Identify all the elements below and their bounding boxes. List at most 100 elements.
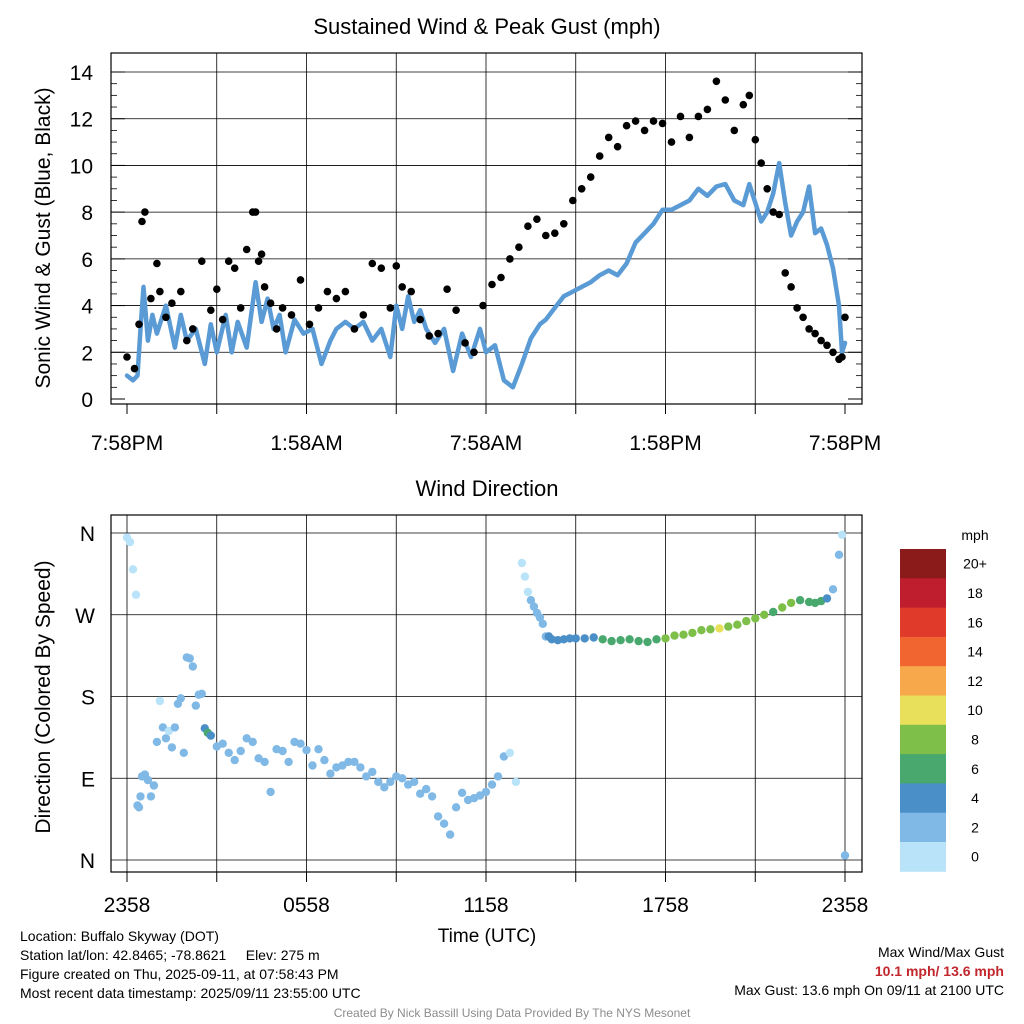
bottom-y-tick-label: N xyxy=(80,523,95,546)
max-gust-text: Max Gust: 13.6 mph On 09/11 at 2100 UTC xyxy=(734,982,1004,998)
direction-point xyxy=(197,689,206,698)
direction-point xyxy=(523,587,533,597)
legend-label: 4 xyxy=(971,790,979,806)
direction-point xyxy=(308,761,317,770)
legend-unit: mph xyxy=(961,527,988,543)
gust-point xyxy=(658,119,667,128)
gust-point xyxy=(224,257,233,266)
direction-point xyxy=(580,634,589,643)
direction-point xyxy=(284,757,293,767)
direction-point xyxy=(499,752,509,761)
direction-point xyxy=(410,777,419,787)
gust-point xyxy=(470,348,478,357)
direction-point xyxy=(526,596,536,605)
gust-point xyxy=(506,255,514,263)
gust-point xyxy=(542,231,550,240)
direction-point xyxy=(724,622,733,631)
gust-point xyxy=(323,287,332,296)
station-info: Location: Buffalo Skyway (DOT) Station l… xyxy=(20,927,361,1003)
gust-point xyxy=(177,287,185,296)
bottom-chart-ylabel: Direction (Colored By Speed) xyxy=(32,560,55,833)
legend-label: 16 xyxy=(967,614,983,630)
direction-point xyxy=(326,769,335,778)
direction-point xyxy=(266,787,275,797)
gust-point xyxy=(461,339,469,347)
legend-label: 0 xyxy=(971,849,979,865)
gust-point xyxy=(676,112,685,121)
direction-point xyxy=(625,635,634,644)
gust-point xyxy=(739,100,748,109)
direction-point xyxy=(457,788,467,797)
legend-swatch xyxy=(900,607,946,638)
direction-point xyxy=(176,694,185,703)
legend-swatch xyxy=(900,636,946,667)
direction-point xyxy=(427,792,437,801)
gust-point xyxy=(350,325,359,333)
direction-point xyxy=(134,803,144,812)
direction-point xyxy=(535,613,545,622)
top-chart-series xyxy=(123,77,849,390)
gust-point xyxy=(296,276,305,284)
gust-point xyxy=(799,313,807,322)
direction-point xyxy=(185,654,194,663)
gust-point xyxy=(497,273,505,282)
gust-point xyxy=(793,304,801,312)
direction-point xyxy=(706,625,715,634)
gust-point xyxy=(260,283,269,291)
gust-point xyxy=(721,96,730,104)
top-y-tick-label: 6 xyxy=(81,249,93,272)
recent-data-text: Most recent data timestamp: 2025/09/11 2… xyxy=(20,985,361,1001)
gust-point xyxy=(189,325,197,333)
legend-label: 12 xyxy=(967,673,983,689)
direction-point xyxy=(795,596,805,605)
direction-point xyxy=(769,607,778,617)
gust-point xyxy=(452,306,460,315)
gust-point xyxy=(341,287,350,296)
direction-point xyxy=(652,635,661,644)
bottom-x-tick-label: 2358 xyxy=(822,894,869,917)
gust-point xyxy=(838,353,846,361)
direction-point xyxy=(837,530,847,539)
latlon-elev-line: Station lat/lon: 42.8465; -78.8621 Elev:… xyxy=(20,946,361,965)
gust-point xyxy=(631,117,640,125)
top-y-tick-label: 12 xyxy=(70,109,93,132)
legend-label: 2 xyxy=(971,819,979,835)
direction-point xyxy=(697,626,706,635)
gust-point xyxy=(841,313,849,322)
gust-point xyxy=(254,257,263,266)
direction-point xyxy=(167,743,177,752)
gust-point xyxy=(207,306,215,315)
top-x-tick-label: 1:58PM xyxy=(629,432,701,455)
gust-point xyxy=(162,313,170,322)
bottom-chart-y-ticks: N E S W N xyxy=(75,523,95,873)
gust-point xyxy=(604,133,613,142)
direction-point xyxy=(760,610,769,619)
direction-point xyxy=(374,777,383,787)
gust-point xyxy=(156,287,164,296)
direction-point xyxy=(398,774,407,783)
legend-swatch xyxy=(900,724,946,755)
bottom-y-tick-label: E xyxy=(81,768,95,791)
gust-point xyxy=(147,294,155,303)
gust-point xyxy=(213,285,221,294)
direction-point xyxy=(179,748,188,757)
legend-label: 10 xyxy=(967,702,983,718)
direction-point xyxy=(380,783,389,792)
gust-point xyxy=(434,329,442,338)
gust-point xyxy=(769,208,777,216)
bottom-y-tick-label: S xyxy=(81,687,95,710)
gust-point xyxy=(257,250,266,258)
direction-point xyxy=(433,812,443,821)
gust-point xyxy=(368,259,377,268)
top-chart-y-ticks: 0 2 4 6 8 10 12 14 xyxy=(70,62,862,412)
direction-point xyxy=(481,787,491,797)
bottom-chart-x-ticks: 2358 0558 1158 1758 2358 xyxy=(104,872,869,917)
direction-point xyxy=(260,757,269,767)
top-y-tick-label: 4 xyxy=(81,296,93,319)
direction-point xyxy=(565,634,574,643)
gust-point xyxy=(135,320,143,329)
created-text: Figure created on Thu, 2025-09-11, at 07… xyxy=(20,966,339,982)
gust-point xyxy=(198,257,206,266)
gust-point xyxy=(649,117,658,125)
